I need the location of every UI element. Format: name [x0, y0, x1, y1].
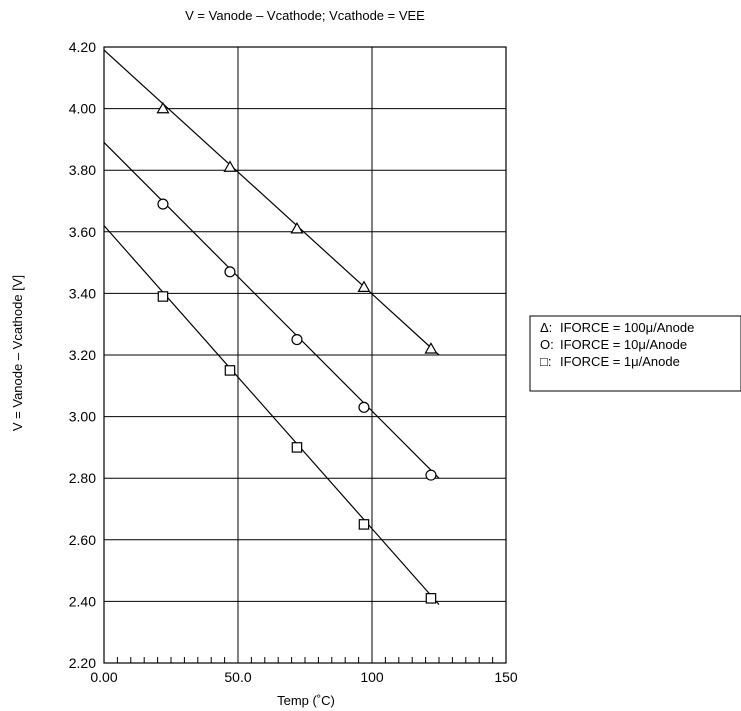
- y-axis-title: V = Vanode – Vcathode [V]: [10, 275, 25, 431]
- legend-marker-triangle: Δ:: [540, 320, 552, 335]
- x-axis-title: Temp (˚C): [277, 693, 335, 708]
- data-point-square: [157, 291, 169, 302]
- legend-marker-circle: O:: [540, 337, 554, 352]
- series-line: [103, 225, 440, 605]
- y-tick-label: 2.20: [69, 655, 96, 671]
- data-point-square: [358, 519, 370, 530]
- chart-title: V = Vanode – Vcathode; Vcathode = VEE: [185, 8, 425, 23]
- data-point-triangle: [223, 160, 237, 172]
- y-tick-label: 4.20: [69, 39, 96, 55]
- legend-label: IFORCE = 10μ/Anode: [560, 337, 687, 352]
- legend-box: [529, 315, 741, 392]
- data-point-circle: [425, 469, 437, 481]
- y-tick-label: 3.80: [69, 162, 96, 178]
- y-tick-label: 4.00: [69, 101, 96, 117]
- data-point-triangle: [290, 222, 304, 234]
- plot-frame: [103, 46, 507, 664]
- legend-marker-square: □:: [540, 354, 551, 369]
- series-line: [103, 49, 440, 356]
- series-circle: [103, 142, 440, 481]
- x-tick-label: 0.00: [90, 669, 117, 685]
- data-point-circle: [157, 198, 169, 210]
- data-point-circle: [291, 334, 303, 346]
- y-tick-label: 2.40: [69, 593, 96, 609]
- y-tick-labels: 2.20 2.40 2.60 2.80 3.00 3.20 3.40 3.60 3.80 4.00…: [69, 39, 96, 671]
- x-tick-label: 150: [494, 669, 518, 685]
- y-tick-label: 3.20: [69, 347, 96, 363]
- legend-label: IFORCE = 1μ/Anode: [560, 354, 680, 369]
- data-point-circle: [358, 401, 370, 413]
- data-point-square: [224, 365, 236, 376]
- gridlines: [104, 47, 506, 663]
- series-square: [103, 225, 440, 605]
- data-point-triangle: [424, 342, 438, 354]
- legend-label: IFORCE = 100μ/Anode: [560, 320, 694, 335]
- series-line: [103, 142, 440, 479]
- data-point-triangle: [357, 280, 371, 292]
- series-layer: [103, 49, 440, 605]
- data-point-triangle: [156, 101, 170, 114]
- x-tick-label: 50.0: [224, 669, 251, 685]
- data-point-circle: [224, 266, 236, 278]
- x-tick-label: 100: [360, 669, 384, 685]
- y-tick-label: 3.00: [69, 409, 96, 425]
- data-point-square: [425, 593, 437, 604]
- data-point-square: [291, 442, 303, 453]
- y-tick-label: 3.60: [69, 224, 96, 240]
- y-tick-label: 3.40: [69, 285, 96, 301]
- y-tick-label: 2.80: [69, 470, 96, 486]
- legend: Δ: IFORCE = 100μ/Anode O: IFORCE = 10μ/Anod…: [529, 315, 741, 392]
- y-tick-label: 2.60: [69, 532, 96, 548]
- x-minor-ticks: [116, 657, 494, 663]
- series-triangle: [103, 49, 440, 356]
- x-tick-labels: 0.00 50.0 100 150: [90, 669, 518, 685]
